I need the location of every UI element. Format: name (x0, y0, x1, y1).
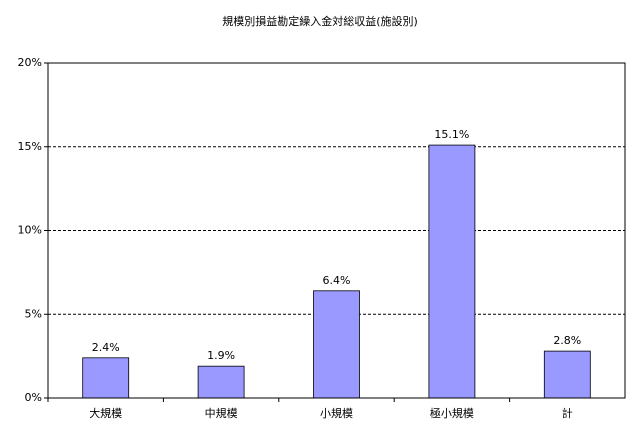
y-tick-label: 20% (18, 56, 42, 69)
y-tick-label: 5% (25, 307, 42, 320)
x-tick-label: 極小規模 (430, 406, 474, 420)
data-label: 1.9% (207, 349, 235, 362)
plot-border (47, 62, 626, 399)
x-tick-label: 大規模 (89, 406, 122, 420)
bar (82, 357, 130, 399)
bar (428, 144, 476, 399)
data-label: 6.4% (323, 274, 351, 287)
y-tick-label: 15% (18, 140, 42, 153)
bar (197, 365, 245, 399)
x-tick-label: 小規模 (320, 406, 353, 420)
chart-title: 規模別損益勘定繰入金対総収益(施設別) (222, 14, 418, 28)
x-tick-label: 計 (562, 406, 573, 420)
y-tick-label: 0% (25, 391, 42, 404)
bar (543, 350, 591, 399)
x-tick-label: 中規模 (205, 406, 238, 420)
y-tick-label: 10% (18, 224, 42, 237)
data-label: 2.8% (553, 334, 581, 347)
data-label: 2.4% (92, 341, 120, 354)
bar (313, 290, 360, 399)
data-label: 15.1% (434, 128, 469, 141)
